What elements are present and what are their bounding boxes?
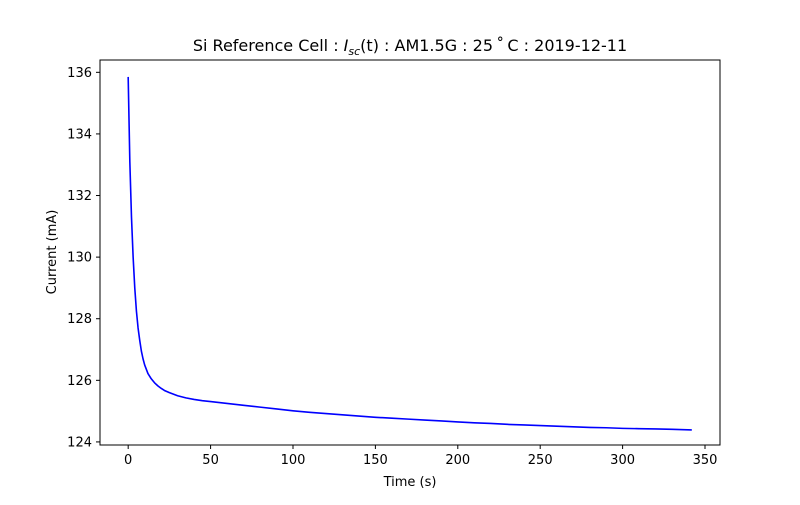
y-tick-label: 130 [67, 251, 92, 266]
title-subscript: sc [348, 45, 360, 58]
title-arg: (t) [360, 36, 379, 55]
plot-frame [99, 59, 721, 446]
x-tick-label: 250 [528, 453, 553, 468]
x-tick-label: 0 [124, 453, 132, 468]
title-suffix: : AM1.5G : 25 ˚ C : 2019-12-11 [379, 36, 627, 55]
x-axis-label: Time (s) [383, 475, 437, 490]
y-tick-label: 134 [67, 127, 92, 142]
x-tick-label: 300 [610, 453, 635, 468]
y-tick-label: 126 [67, 374, 92, 389]
series-line [127, 76, 692, 431]
y-axis-ticks: 124 126 128 130 132 134 136 [67, 66, 100, 450]
y-axis-label: Current (mA) [45, 210, 60, 295]
x-axis-ticks: 0 50 100 150 200 250 300 350 [124, 445, 717, 468]
plot-background [100, 60, 720, 445]
y-tick-label: 124 [67, 435, 92, 450]
title-prefix: Si Reference Cell : [193, 36, 344, 55]
y-tick-label: 136 [67, 66, 92, 81]
title-symbol: I [344, 36, 349, 55]
chart-title: Si Reference Cell : Isc(t) : AM1.5G : 25… [193, 36, 627, 58]
x-tick-label: 150 [363, 453, 388, 468]
x-tick-label: 100 [281, 453, 306, 468]
x-tick-label: 50 [202, 453, 219, 468]
x-tick-label: 350 [693, 453, 718, 468]
x-tick-label: 200 [445, 453, 470, 468]
y-tick-label: 132 [67, 189, 92, 204]
y-tick-label: 128 [67, 312, 92, 327]
